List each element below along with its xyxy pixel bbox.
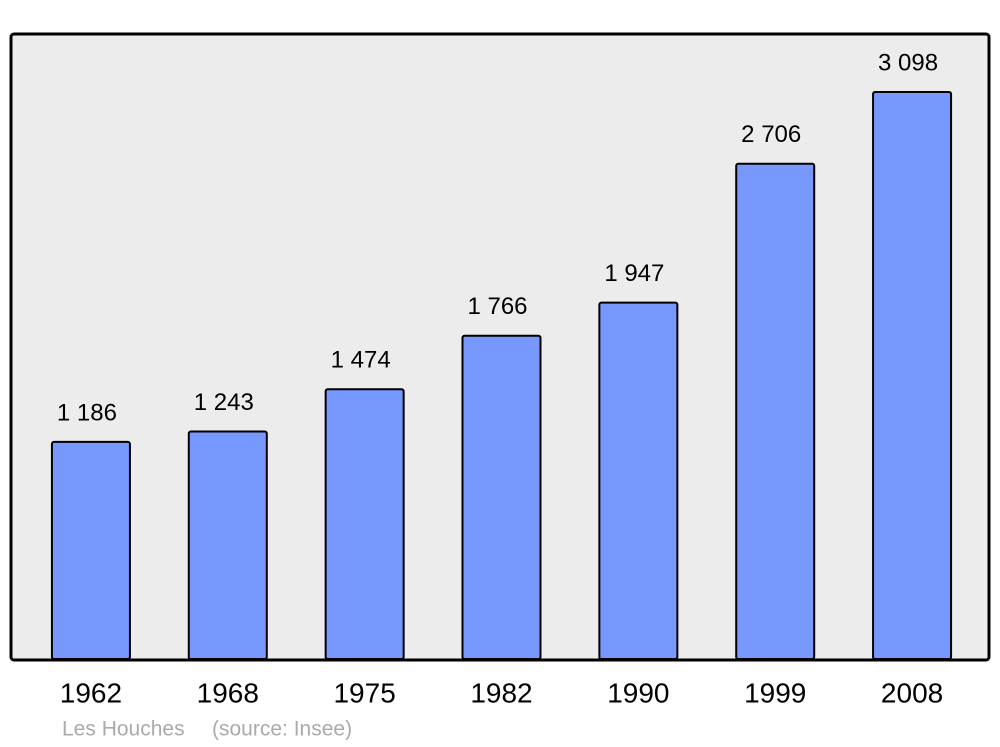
bar [324,388,405,660]
value-label: 1 474 [331,347,391,374]
x-tick-label: 1999 [744,677,806,708]
bar [598,301,679,660]
value-label: 1 766 [467,293,527,320]
x-tick-label: 1990 [607,677,669,708]
bar [872,91,953,660]
value-label: 1 186 [57,399,117,426]
caption: Les Houches [62,718,185,741]
x-tick-label: 1975 [333,677,395,708]
x-tick-label: 1968 [197,677,259,708]
value-label: 2 706 [741,121,801,148]
x-tick-label: 1962 [60,677,122,708]
source: (source: Insee) [212,718,352,741]
bar [461,334,542,660]
bar [735,162,816,660]
bar [187,430,268,660]
value-label: 1 243 [194,389,254,416]
x-tick-label: 1982 [470,677,532,708]
bar [50,440,131,660]
value-label: 3 098 [878,49,938,76]
value-label: 1 947 [604,260,664,287]
x-tick-label: 2008 [881,677,943,708]
